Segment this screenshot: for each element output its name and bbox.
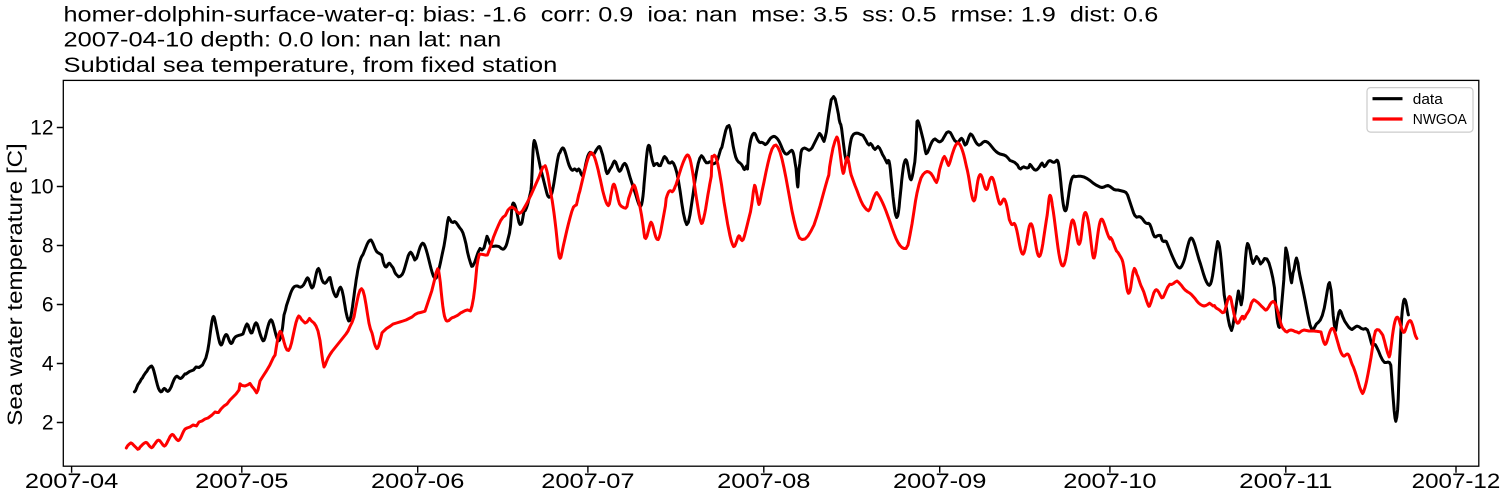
svg-text:10: 10 (30, 176, 53, 199)
svg-text:data: data (1413, 92, 1444, 108)
svg-text:NWGOA: NWGOA (1413, 112, 1467, 128)
svg-text:2007-06: 2007-06 (371, 470, 464, 493)
svg-text:2007-11: 2007-11 (1239, 470, 1332, 493)
svg-text:2007-05: 2007-05 (195, 470, 288, 493)
svg-text:2007-12: 2007-12 (1412, 470, 1500, 493)
svg-text:2: 2 (42, 412, 54, 435)
svg-text:2007-10: 2007-10 (1063, 470, 1156, 493)
svg-text:2007-04-10 depth: 0.0 lon: nan: 2007-04-10 depth: 0.0 lon: nan lat: nan (64, 29, 502, 52)
svg-text:12: 12 (30, 117, 53, 140)
svg-text:Subtidal sea temperature, from: Subtidal sea temperature, from fixed sta… (64, 54, 558, 77)
svg-text:8: 8 (42, 235, 54, 258)
svg-text:2007-08: 2007-08 (717, 470, 810, 493)
svg-text:2007-09: 2007-09 (893, 470, 986, 493)
svg-text:2007-04: 2007-04 (25, 470, 119, 493)
svg-text:4: 4 (42, 353, 54, 376)
svg-text:Sea water temperature [C]: Sea water temperature [C] (4, 143, 27, 426)
svg-text:2007-07: 2007-07 (541, 470, 634, 493)
svg-text:6: 6 (42, 294, 54, 317)
svg-text:homer-dolphin-surface-water-q:: homer-dolphin-surface-water-q: bias: -1.… (64, 3, 1159, 26)
